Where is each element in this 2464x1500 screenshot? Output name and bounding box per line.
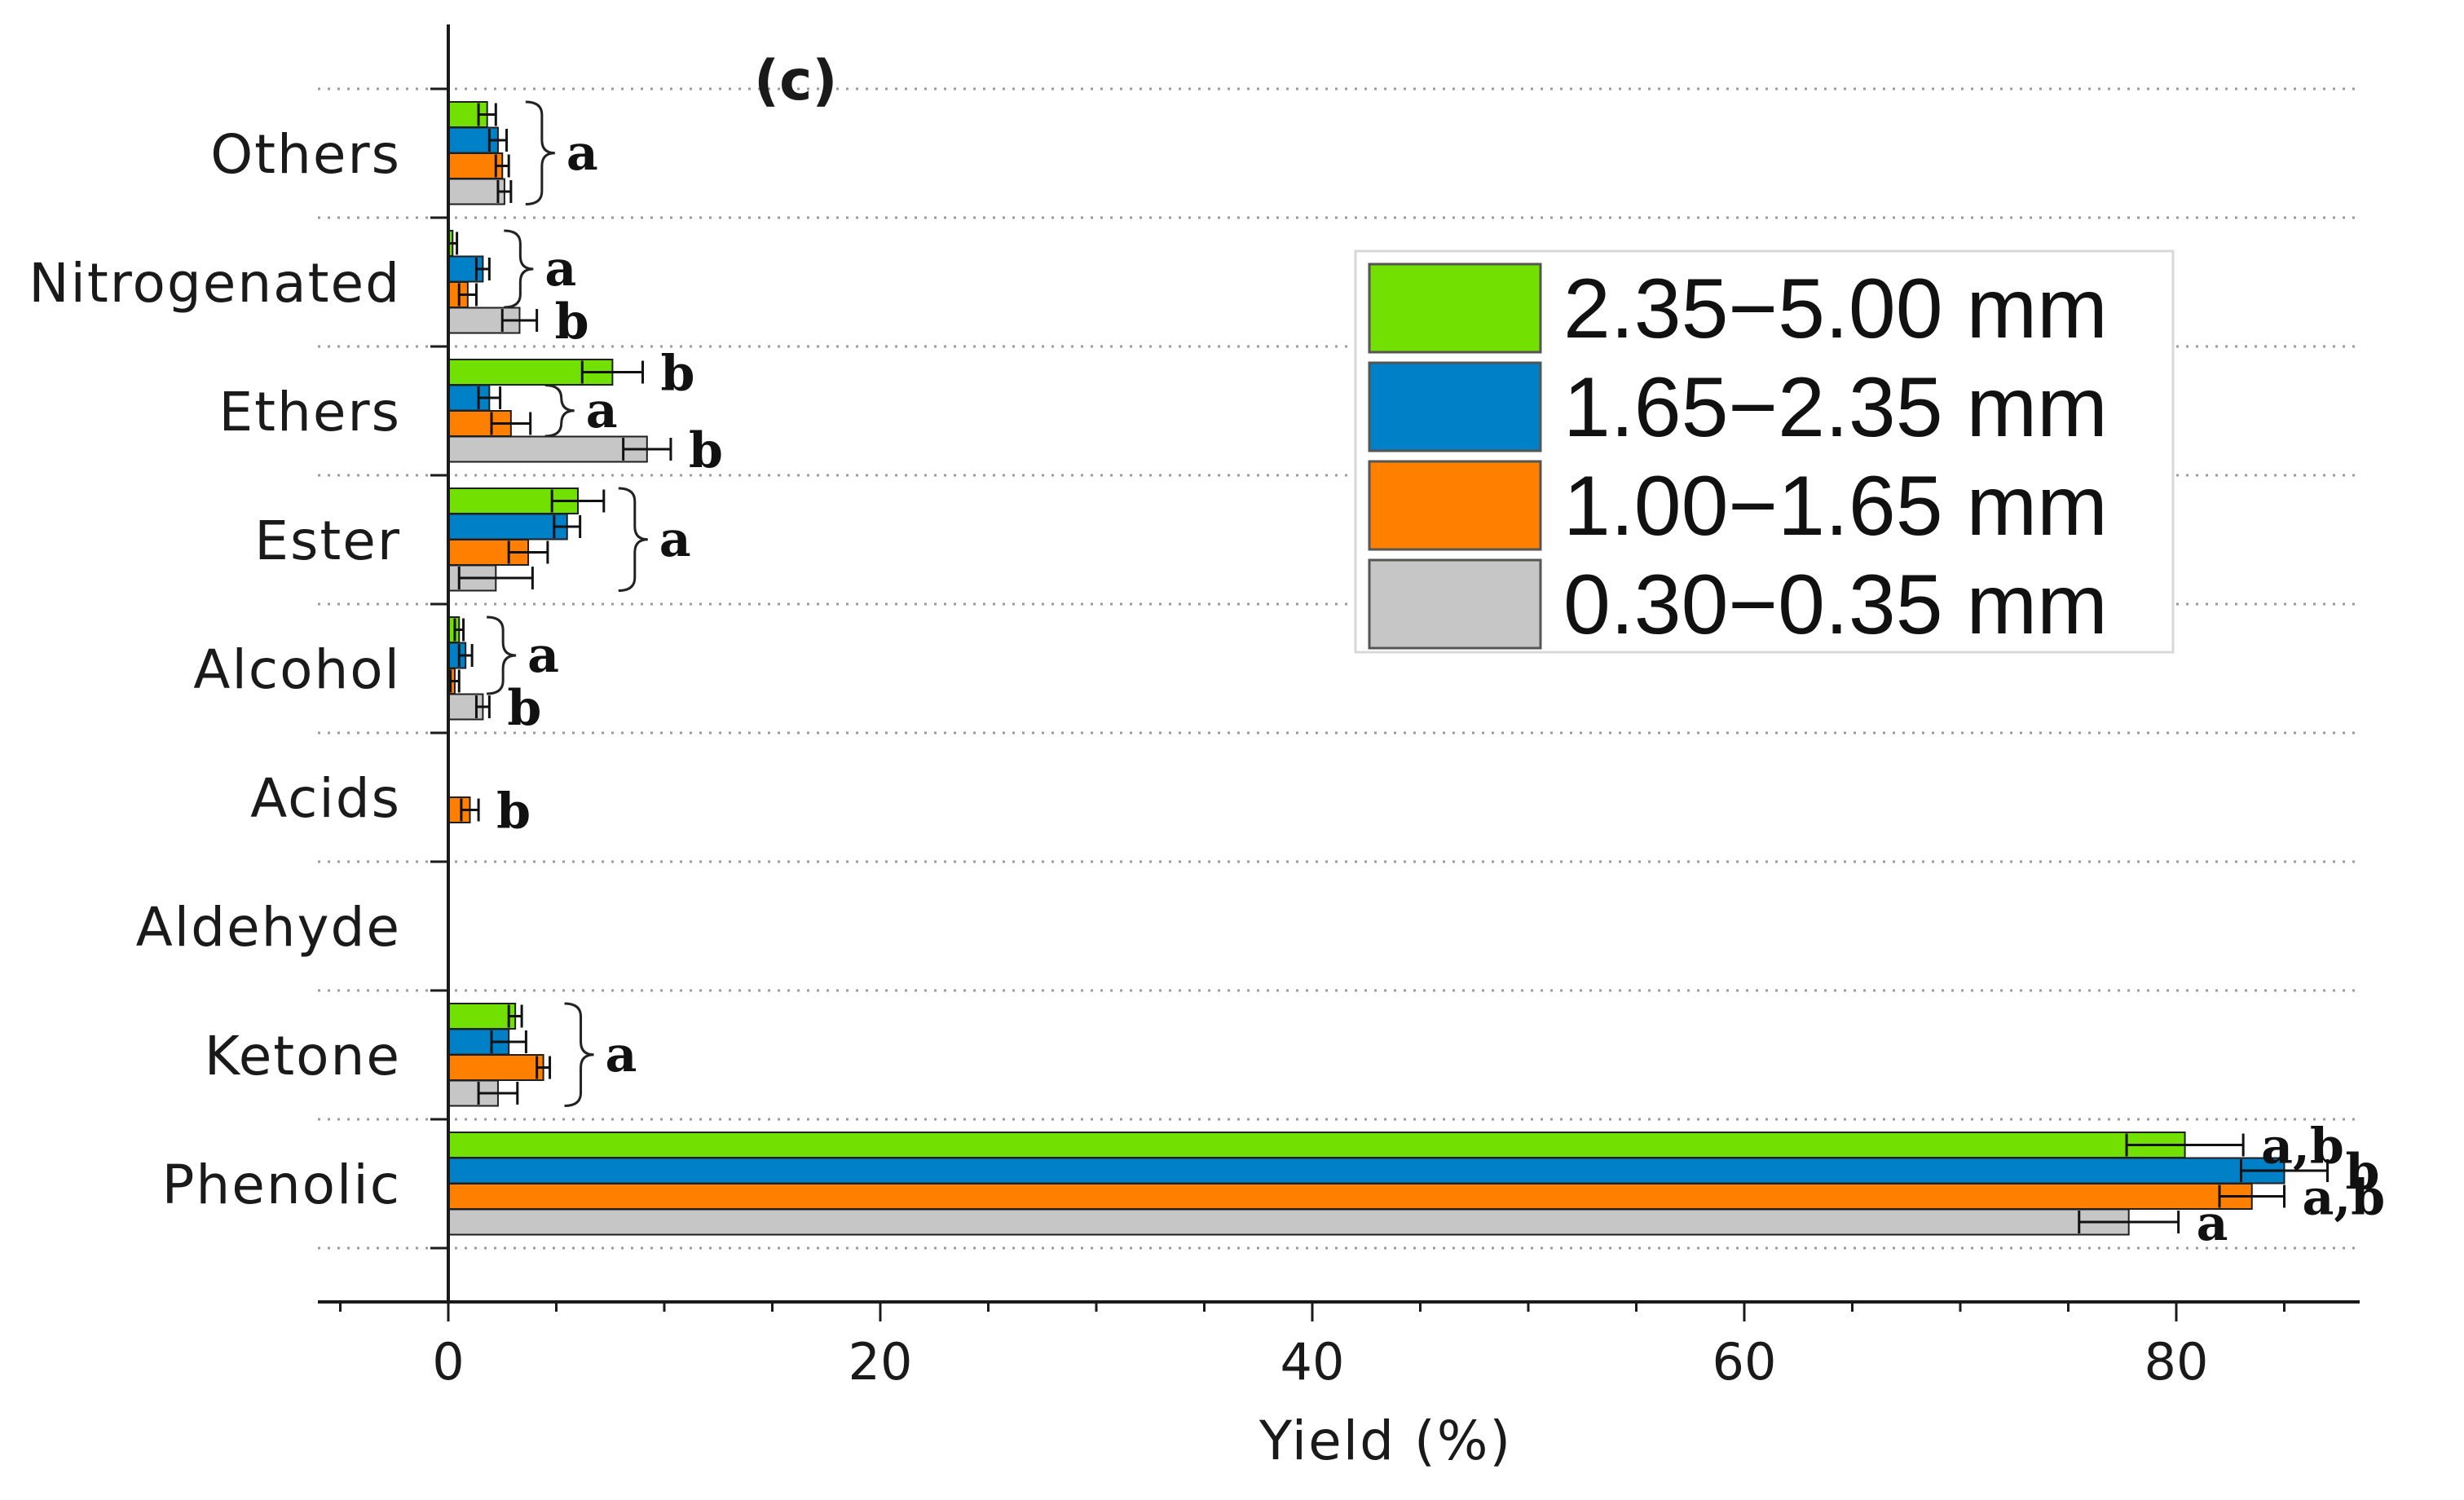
significance-label: b [507,680,541,737]
error-bar-ethers-1-00-1-65-mm [490,412,532,435]
error-bar-phenolic-1-00-1-65-mm [2218,1185,2285,1208]
legend-label-2-35-5-00-mm: 2.35−5.00 mm [1563,262,2108,356]
significance-bracket [487,615,517,695]
error-bar-ethers-0-30-0-35-mm [622,438,672,461]
legend-label-0-30-0-35-mm: 0.30−0.35 mm [1563,558,2108,652]
x-axis-title: Yield (%) [1258,1410,1512,1472]
error-bar-ethers-2-35-5-00-mm [580,360,644,384]
category-label-aldehyde: Aldehyde [136,896,401,959]
significance-label: a [659,511,691,568]
error-bar-ester-2-35-5-00-mm [550,489,606,513]
bars [447,101,2285,1236]
x-tick-label: 0 [432,1332,464,1392]
error-bar-ester-0-30-0-35-mm [457,567,534,589]
axes [318,24,2360,1321]
bar-phenolic-1-00-1-65-mm [447,1183,2253,1210]
x-tick-label: 40 [1280,1332,1345,1392]
bar-phenolic-1-65-2-35-mm [447,1157,2285,1185]
category-label-alcohol: Alcohol [193,638,401,701]
significance-label: a [606,1026,637,1083]
error-bars [447,103,2329,1233]
error-bar-alcohol-0-30-0-35-mm [474,695,491,718]
bar-ester-1-65-2-35-mm [447,513,568,540]
error-bar-others-1-65-2-35-mm [487,129,509,152]
legend-label-1-00-1-65-mm: 1.00−1.65 mm [1563,459,2108,554]
error-bar-phenolic-0-30-0-35-mm [2078,1211,2180,1233]
category-label-ethers: Ethers [218,381,401,443]
significance-label: b [496,783,531,840]
error-bar-alcohol-1-65-2-35-mm [457,644,474,667]
error-bar-nitrogenated-1-65-2-35-mm [474,258,491,280]
error-bar-others-0-30-0-35-mm [496,180,513,203]
error-bar-phenolic-1-65-2-35-mm [2240,1159,2329,1182]
significance-label: a,b [2261,1118,2344,1176]
error-bar-others-1-00-1-65-mm [494,154,510,178]
significance-label: b [2346,1144,2380,1201]
significance-label: a [566,125,598,182]
x-tick-label: 80 [2144,1332,2209,1392]
significance-bracket [618,487,648,592]
panel-label: (c) [754,49,837,113]
bar-phenolic-0-30-0-35-mm [447,1208,2130,1236]
category-labels: Others Nitrogenated Ethers Ester Alcohol Acid… [29,123,401,1216]
error-bar-nitrogenated-1-00-1-65-mm [457,283,478,307]
legend-swatch-1-65-2-35-mm [1368,361,1542,452]
error-bar-ethers-1-65-2-35-mm [477,386,502,409]
x-tick-label: 60 [1712,1332,1777,1392]
error-bar-ester-1-00-1-65-mm [507,540,549,564]
error-bar-alcohol-2-35-5-00-mm [453,618,465,642]
legend: 2.35−5.00 mm1.65−2.35 mm1.00−1.65 mm0.30… [1354,249,2175,654]
significance-label: a [2197,1195,2228,1252]
significance-label: b [689,422,723,479]
error-bar-ester-1-65-2-35-mm [553,515,582,538]
category-label-others: Others [210,123,401,186]
error-bar-nitrogenated-0-30-0-35-mm [500,309,539,332]
significance-bracket [544,384,575,438]
significance-label: a [544,240,576,298]
significance-label: a [586,382,618,439]
significance-label: b [661,346,695,403]
legend-swatch-0-30-0-35-mm [1368,558,1542,650]
bar-ketone-2-35-5-00-mm [447,1003,517,1030]
category-label-acids: Acids [250,767,401,830]
error-bar-acids-1-00-1-65-mm [460,798,480,822]
error-bar-others-2-35-5-00-mm [477,103,497,126]
significance-label: a,b [2303,1170,2386,1227]
bar-others-1-00-1-65-mm [447,152,504,179]
significance-label: b [555,293,589,351]
bar-ketone-1-65-2-35-mm [447,1028,510,1056]
category-label-ketone: Ketone [205,1025,401,1088]
bar-ethers-0-30-0-35-mm [447,435,648,463]
bar-phenolic-2-35-5-00-mm [447,1132,2186,1158]
error-bar-ketone-1-00-1-65-mm [536,1056,552,1079]
error-bar-ketone-0-30-0-35-mm [477,1082,519,1105]
bar-others-0-30-0-35-mm [447,178,505,205]
significance-label: a [527,627,559,684]
legend-swatch-2-35-5-00-mm [1368,262,1542,354]
legend-swatch-1-00-1-65-mm [1368,460,1542,551]
bar-ketone-1-00-1-65-mm [447,1054,544,1081]
x-tick-labels: 0 20 40 60 80 [432,1332,2208,1392]
legend-label-1-65-2-35-mm: 1.65−2.35 mm [1563,360,2108,455]
error-bar-alcohol-1-00-1-65-mm [449,669,461,693]
category-label-ester: Ester [254,510,401,572]
error-bar-ketone-1-65-2-35-mm [490,1030,527,1053]
category-label-phenolic: Phenolic [162,1154,401,1216]
error-bar-phenolic-2-35-5-00-mm [2125,1133,2245,1157]
category-label-nitrogenated: Nitrogenated [29,252,401,315]
significance-bracket [504,229,534,309]
error-bar-ketone-2-35-5-00-mm [507,1004,523,1028]
significance-bracket [564,1002,594,1107]
x-tick-label: 20 [849,1332,913,1392]
significance-bracket [525,100,555,205]
